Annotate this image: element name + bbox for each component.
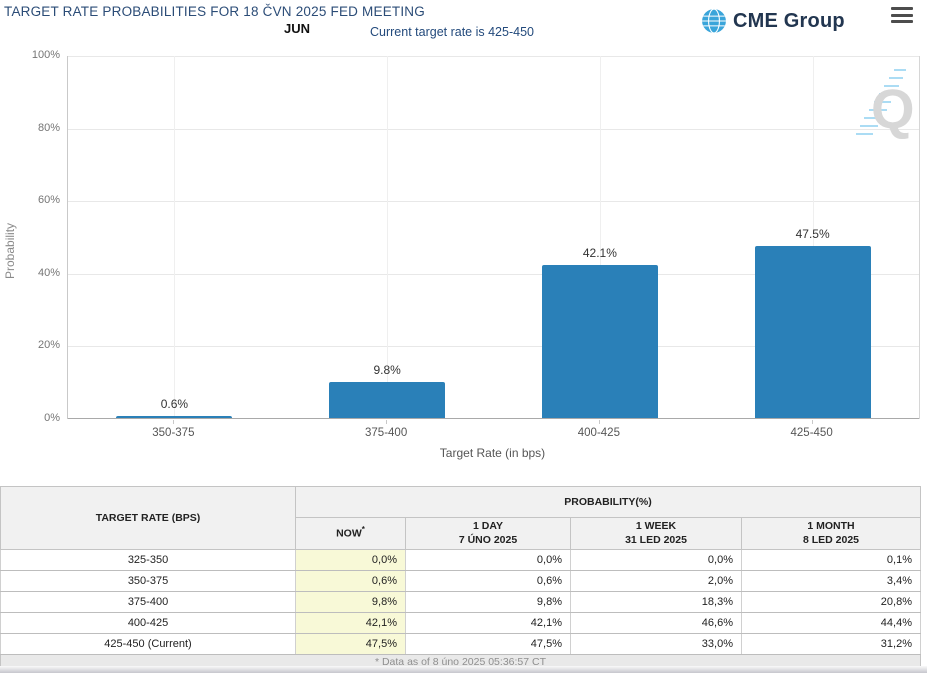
x-category-label: 400-425 (577, 427, 620, 439)
x-tick-mark (173, 420, 175, 424)
now-value-cell: 0,6% (295, 570, 406, 592)
hamburger-menu-icon[interactable] (891, 7, 913, 23)
bar-value-label: 47.5% (795, 226, 830, 241)
gridline (68, 346, 919, 348)
now-value-cell: 47,5% (295, 633, 406, 655)
week-value-cell: 33,0% (570, 633, 742, 655)
day-value-cell: 0,6% (405, 570, 571, 592)
x-axis-title: Target Rate (in bps) (439, 446, 546, 460)
col-header-1day: 1 DAY 7 ÚNO 2025 (405, 517, 571, 550)
quikstrike-watermark-icon: Q (845, 62, 920, 147)
month-value-cell: 44,4% (741, 612, 921, 634)
month-value-cell: 0,1% (741, 549, 921, 571)
day-value-cell: 0,0% (405, 549, 571, 571)
week-value-cell: 18,3% (570, 591, 742, 613)
probability-table: TARGET RATE (BPS) PROBABILITY(%) NOW* 1 … (0, 486, 921, 670)
month-value-cell: 3,4% (741, 570, 921, 592)
y-tick-label: 20% (37, 339, 60, 352)
x-axis-line (68, 418, 919, 419)
row-label-cell: 425-450 (Current) (0, 633, 296, 655)
table-row: 425-450 (Current) 47,5% 47,5% 33,0% 31,2% (0, 633, 921, 655)
page-title: TARGET RATE PROBABILITIES FOR 18 ČVN 202… (4, 4, 425, 19)
x-tick-mark (598, 420, 600, 424)
gridline (812, 56, 814, 419)
svg-text:Q: Q (871, 77, 915, 140)
month-value-cell: 20,8% (741, 591, 921, 613)
current-target-rate-note: Current target rate is 425-450 (370, 25, 534, 39)
y-tick-label: 40% (37, 266, 60, 279)
now-value-cell: 0,0% (295, 549, 406, 571)
x-category-label: 350-375 (152, 427, 195, 439)
gridline (387, 56, 389, 419)
chart-bar[interactable] (329, 382, 446, 418)
x-tick-mark (811, 420, 813, 424)
chart-bar[interactable] (541, 265, 658, 418)
x-category-label: 425-450 (790, 427, 833, 439)
row-label-cell: 375-400 (0, 591, 296, 613)
table-row: 375-400 9,8% 9,8% 18,3% 20,8% (0, 591, 921, 613)
bar-value-label: 0.6% (160, 396, 189, 411)
x-category-label: 375-400 (365, 427, 408, 439)
globe-icon (701, 8, 727, 34)
day-value-cell: 42,1% (405, 612, 571, 634)
week-value-cell: 0,0% (570, 549, 742, 571)
day-value-cell: 9,8% (405, 591, 571, 613)
now-value-cell: 42,1% (295, 612, 406, 634)
gridline (68, 273, 919, 275)
y-tick-label: 0% (44, 412, 60, 424)
gridline (68, 201, 919, 203)
chart-bar[interactable] (754, 245, 871, 418)
month-value-cell: 31,2% (741, 633, 921, 655)
chart-bar[interactable] (116, 415, 233, 418)
col-header-1month: 1 MONTH 8 LED 2025 (741, 517, 921, 550)
gridline (174, 56, 176, 419)
y-tick-label: 60% (37, 194, 60, 207)
gridline (68, 128, 919, 130)
col-header-target-rate: TARGET RATE (BPS) (0, 486, 296, 550)
x-tick-mark (386, 420, 388, 424)
table-row: 400-425 42,1% 42,1% 46,6% 44,4% (0, 612, 921, 634)
row-label-cell: 350-375 (0, 570, 296, 592)
cme-group-logo[interactable]: CME Group (701, 8, 845, 34)
gridline (68, 56, 919, 57)
col-header-1week: 1 WEEK 31 LED 2025 (570, 517, 742, 550)
bar-value-label: 42.1% (582, 246, 617, 261)
y-tick-label: 80% (37, 121, 60, 134)
week-value-cell: 46,6% (570, 612, 742, 634)
bottom-divider (0, 666, 927, 673)
gridline (599, 56, 601, 419)
meeting-month-label: JUN (284, 21, 311, 36)
now-value-cell: 9,8% (295, 591, 406, 613)
row-label-cell: 400-425 (0, 612, 296, 634)
col-header-now: NOW* (295, 517, 406, 550)
row-label-cell: 325-350 (0, 549, 296, 571)
table-row: 350-375 0,6% 0,6% 2,0% 3,4% (0, 570, 921, 592)
bar-value-label: 9.8% (373, 363, 401, 378)
cme-group-logo-text: CME Group (733, 9, 845, 32)
y-tick-label: 100% (31, 49, 60, 61)
table-row: 325-350 0,0% 0,0% 0,0% 0,1% (0, 549, 921, 571)
col-header-probability-group: PROBABILITY(%) (295, 486, 921, 518)
plot-area: 0.6% 9.8% 42.1% 47.5% (67, 56, 920, 419)
day-value-cell: 47,5% (405, 633, 571, 655)
week-value-cell: 2,0% (570, 570, 742, 592)
